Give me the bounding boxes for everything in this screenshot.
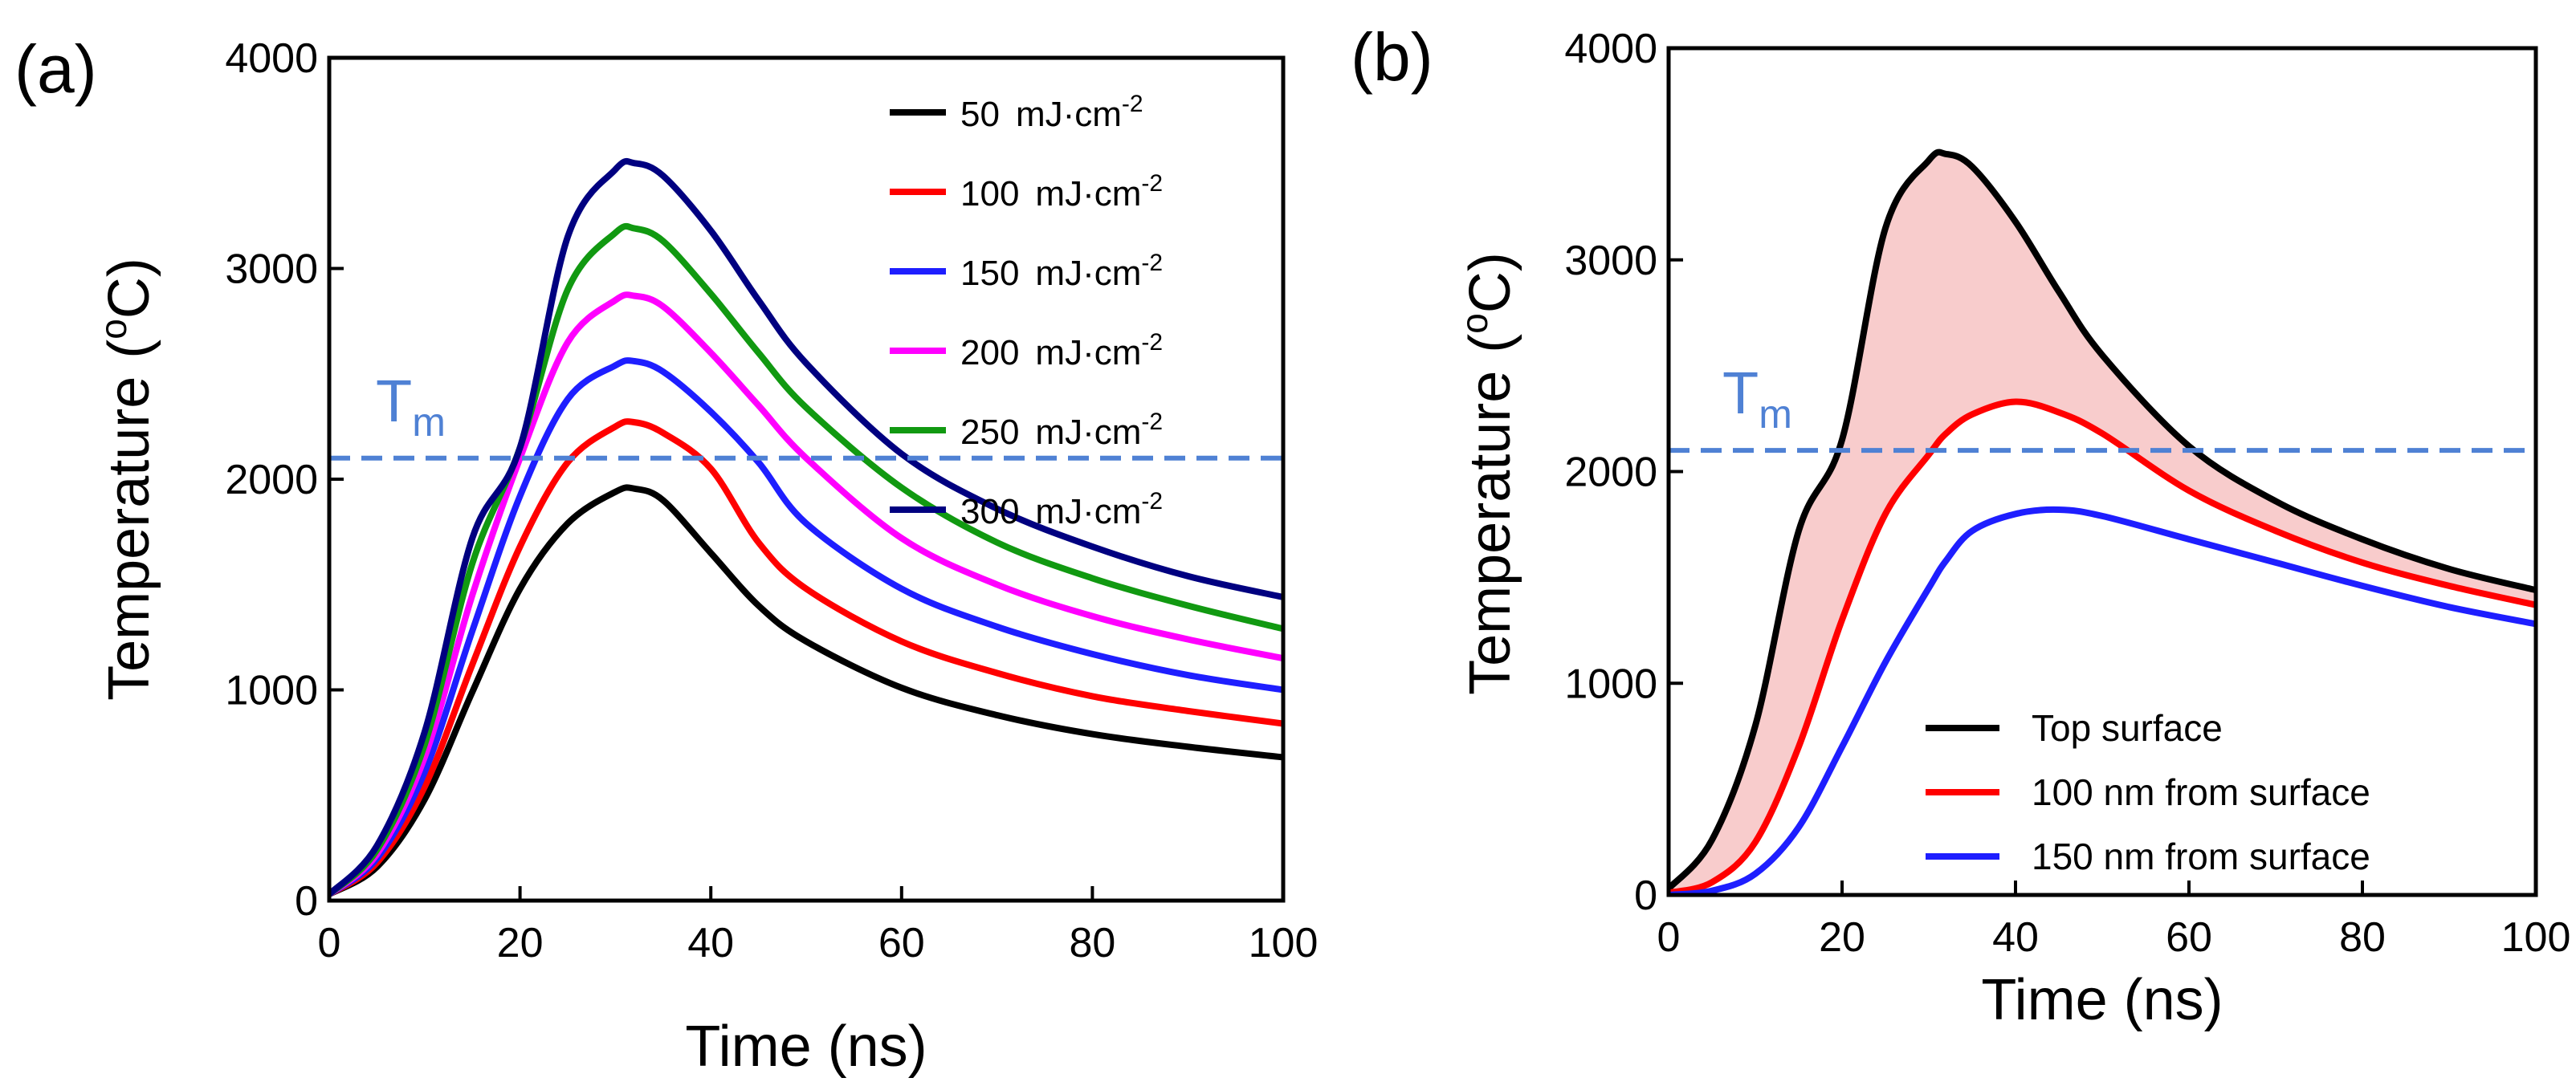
legend-exponent: -2: [1122, 91, 1143, 117]
legend-label-a-3: 200 mJ·cm-2: [960, 329, 1163, 372]
legend-b: Top surface 100 nm from surface 150 nm fro…: [1926, 707, 2370, 877]
y-unit-degree: o: [92, 319, 134, 340]
y-unit-close: C): [97, 258, 161, 319]
legend-label-a-1: 100 mJ·cm-2: [960, 170, 1163, 214]
y-tick-label: 4000: [1564, 26, 1657, 72]
series-line-b-1: [1669, 398, 2536, 895]
legend-value: 200: [960, 333, 1019, 372]
legend-value: 250: [960, 413, 1019, 452]
tm-label-b: Tm: [1722, 360, 1792, 437]
tm-label-main: T: [376, 368, 412, 434]
legend-exponent: -2: [1141, 488, 1163, 515]
x-tick-label: 40: [687, 920, 734, 966]
series-line-a-3: [329, 291, 1283, 897]
y-unit-degree: o: [1453, 313, 1495, 334]
x-tick-label: 80: [2339, 914, 2386, 961]
y-tick-label: 4000: [225, 35, 318, 82]
legend-label-a-5: 300 mJ·cm-2: [960, 488, 1163, 531]
legend-value: 100: [960, 174, 1019, 214]
y-tick-label: 1000: [1564, 661, 1657, 707]
legend-label-b-1: 100 nm from surface: [2032, 771, 2370, 813]
panel-label-b: (b): [1351, 19, 1433, 95]
y-tick-label: 2000: [1564, 449, 1657, 496]
legend-value: 300: [960, 492, 1019, 531]
legend-unit: mJ·cm: [1035, 492, 1141, 531]
legend-unit: mJ·cm: [1035, 413, 1141, 452]
tm-label-sub: m: [412, 400, 446, 445]
x-tick-label: 40: [1992, 914, 2039, 961]
legend-exponent: -2: [1141, 329, 1163, 356]
x-tick-label: 0: [318, 920, 341, 966]
legend-unit: mJ·cm: [1035, 174, 1141, 214]
legend-exponent: -2: [1141, 409, 1163, 435]
series-line-b-0: [1669, 148, 2536, 891]
series-line-a-5: [329, 157, 1283, 897]
legend-label-a-2: 150 mJ·cm-2: [960, 250, 1163, 293]
y-axis-label-a-text: Temperature: [97, 376, 161, 701]
series-line-a-0: [329, 484, 1283, 897]
y-axis-label-b: Temperature (oC): [1453, 252, 1522, 695]
shaded-region: [1669, 152, 2536, 893]
y-tick-label: 0: [1634, 872, 1657, 919]
legend-exponent: -2: [1141, 170, 1163, 197]
y-unit-close: C): [1458, 252, 1522, 313]
legend-exponent: -2: [1141, 250, 1163, 276]
y-axis-label-a: Temperature (oC): [92, 258, 161, 701]
tm-label-a: Tm: [376, 368, 446, 445]
legend-unit: mJ·cm: [1035, 254, 1141, 293]
y-tick-label: 3000: [1564, 238, 1657, 284]
legend-label-b-2: 150 nm from surface: [2032, 836, 2370, 877]
x-axis-label-b: Time (ns): [1981, 968, 2223, 1032]
x-tick-label: 100: [2501, 914, 2571, 961]
y-tick-label: 3000: [225, 246, 318, 293]
y-tick-label: 1000: [225, 668, 318, 714]
x-tick-label: 60: [878, 920, 925, 966]
tm-label-main: T: [1722, 360, 1759, 426]
legend-unit: mJ·cm: [1016, 95, 1122, 134]
panel-label-a: (a): [14, 31, 97, 107]
y-tick-label: 2000: [225, 457, 318, 503]
x-tick-label: 100: [1249, 920, 1319, 966]
series-line-a-4: [329, 222, 1283, 897]
series-line-a-2: [329, 357, 1283, 897]
x-tick-label: 20: [1819, 914, 1865, 961]
y-tick-label: 0: [295, 878, 318, 925]
series-line-a-1: [329, 418, 1283, 897]
y-axis-label-b-text: Temperature: [1458, 371, 1522, 695]
legend-label-a-4: 250 mJ·cm-2: [960, 409, 1163, 452]
x-tick-label: 60: [2166, 914, 2212, 961]
legend-value: 150: [960, 254, 1019, 293]
x-tick-label: 0: [1657, 914, 1681, 961]
legend-label-b-0: Top surface: [2032, 707, 2223, 749]
legend-label-a-0: 50 mJ·cm-2: [960, 91, 1143, 134]
legend-unit: mJ·cm: [1035, 333, 1141, 372]
y-unit-open: (: [1458, 334, 1522, 353]
tm-label-sub: m: [1759, 392, 1792, 437]
x-tick-label: 20: [497, 920, 544, 966]
y-unit-open: (: [97, 340, 161, 359]
legend-value: 50: [960, 95, 1000, 134]
series-line-b-2: [1669, 506, 2536, 895]
x-tick-label: 80: [1069, 920, 1115, 966]
x-axis-label-a: Time (ns): [685, 1015, 927, 1079]
plot-frame-b: [1666, 46, 2538, 897]
